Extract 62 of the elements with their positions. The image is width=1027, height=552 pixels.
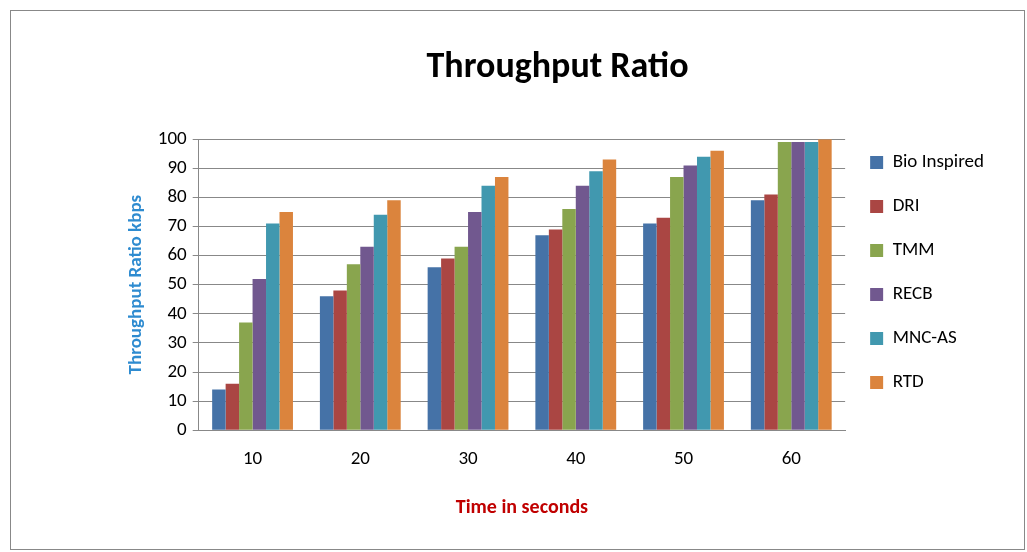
y-tick-label: 40 bbox=[167, 300, 188, 324]
bar bbox=[696, 156, 711, 430]
bar bbox=[225, 383, 240, 430]
bar bbox=[804, 142, 819, 430]
x-axis-title: Time in seconds bbox=[455, 494, 589, 518]
y-tick-label: 70 bbox=[167, 213, 188, 237]
bar bbox=[670, 177, 684, 430]
legend-label: TMM bbox=[892, 237, 935, 261]
y-tick-label: 50 bbox=[167, 271, 188, 295]
bar bbox=[346, 264, 361, 430]
legend-label: RTD bbox=[892, 369, 925, 393]
bar bbox=[481, 185, 495, 430]
y-tick-label: 10 bbox=[167, 387, 188, 411]
bar bbox=[750, 200, 765, 430]
x-tick-label: 60 bbox=[781, 446, 802, 470]
x-tick-label: 50 bbox=[673, 446, 694, 470]
bar bbox=[548, 229, 563, 430]
bar bbox=[777, 142, 792, 430]
bar bbox=[468, 211, 482, 430]
bar bbox=[764, 194, 778, 430]
bar bbox=[441, 258, 455, 430]
bar bbox=[562, 209, 576, 430]
legend-label: DRI bbox=[892, 193, 920, 217]
x-tick-label: 10 bbox=[242, 446, 263, 470]
y-tick-label: 80 bbox=[167, 184, 188, 208]
bar bbox=[656, 217, 671, 430]
y-axis-title: Throughput Ratio kbps bbox=[123, 194, 147, 375]
bar bbox=[279, 211, 293, 430]
y-tick-label: 100 bbox=[157, 125, 188, 149]
x-tick-label: 20 bbox=[350, 446, 371, 470]
chart-title: Throughput Ratio bbox=[426, 42, 689, 87]
legend-label: Bio Inspired bbox=[892, 149, 985, 173]
bar bbox=[266, 223, 280, 430]
bar bbox=[575, 185, 590, 430]
bar bbox=[683, 165, 697, 430]
bar bbox=[333, 290, 347, 430]
bar bbox=[373, 214, 388, 430]
y-tick-label: 20 bbox=[167, 358, 188, 382]
y-tick-label: 60 bbox=[167, 242, 188, 266]
x-tick-label: 30 bbox=[458, 446, 479, 470]
x-tick-label: 40 bbox=[566, 446, 586, 470]
bar bbox=[319, 296, 334, 430]
y-tick-label: 90 bbox=[167, 155, 188, 179]
bar bbox=[387, 200, 401, 430]
bar bbox=[360, 246, 374, 430]
legend-label: RECB bbox=[892, 281, 933, 305]
bar bbox=[454, 246, 469, 430]
bar bbox=[791, 142, 805, 430]
bar bbox=[589, 171, 603, 430]
bar bbox=[427, 267, 442, 430]
bar bbox=[535, 235, 549, 430]
bar bbox=[494, 177, 509, 430]
bar bbox=[239, 322, 253, 430]
y-tick-label: 0 bbox=[177, 416, 188, 440]
legend-label: MNC-AS bbox=[892, 325, 958, 349]
bar bbox=[818, 139, 832, 430]
bar bbox=[212, 389, 226, 430]
bar bbox=[602, 159, 617, 430]
bar bbox=[643, 223, 657, 430]
bar bbox=[252, 278, 267, 430]
y-tick-label: 30 bbox=[167, 329, 188, 353]
bar bbox=[710, 150, 724, 430]
